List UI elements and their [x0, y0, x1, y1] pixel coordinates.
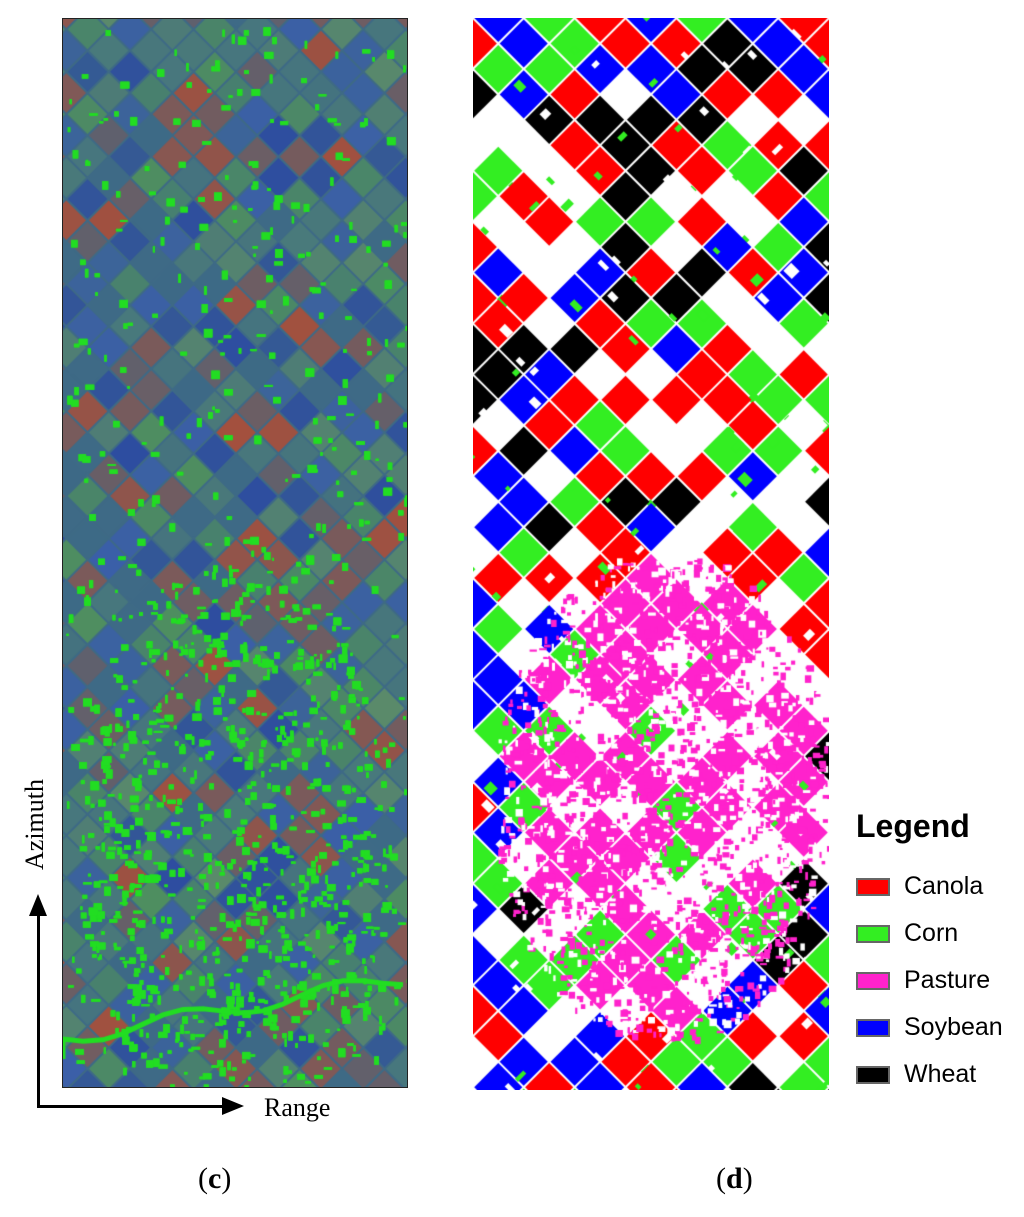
- legend-item-soybean: Soybean: [856, 1004, 1003, 1051]
- rgb-composite-image: [62, 18, 408, 1088]
- legend-label-pasture: Pasture: [904, 966, 991, 994]
- azimuth-label: Azimuth: [20, 779, 49, 870]
- legend-item-pasture: Pasture: [856, 957, 1003, 1004]
- legend: Legend Canola Corn Pasture Soybean Wheat: [856, 808, 1003, 1098]
- legend-swatch-canola: [856, 877, 890, 896]
- panel-c-caption: (c): [198, 1162, 232, 1195]
- legend-label-canola: Canola: [904, 872, 984, 900]
- legend-label-soybean: Soybean: [904, 1013, 1003, 1041]
- legend-item-wheat: Wheat: [856, 1051, 1003, 1098]
- legend-swatch-pasture: [856, 971, 890, 990]
- legend-label-wheat: Wheat: [904, 1060, 977, 1088]
- azimuth-arrow-head: [29, 894, 47, 916]
- legend-swatch-soybean: [856, 1018, 890, 1037]
- azimuth-arrow-line: [37, 912, 40, 1108]
- legend-item-corn: Corn: [856, 910, 1003, 957]
- legend-label-corn: Corn: [904, 919, 959, 947]
- legend-swatch-wheat: [856, 1065, 890, 1084]
- range-arrow-line: [37, 1105, 227, 1108]
- legend-title: Legend: [856, 808, 970, 844]
- panel-d-caption: (d): [716, 1162, 753, 1195]
- legend-swatch-corn: [856, 924, 890, 943]
- classification-map-image: [473, 18, 829, 1090]
- legend-item-canola: Canola: [856, 863, 1003, 910]
- range-arrow-head: [222, 1097, 244, 1115]
- range-label: Range: [264, 1093, 331, 1122]
